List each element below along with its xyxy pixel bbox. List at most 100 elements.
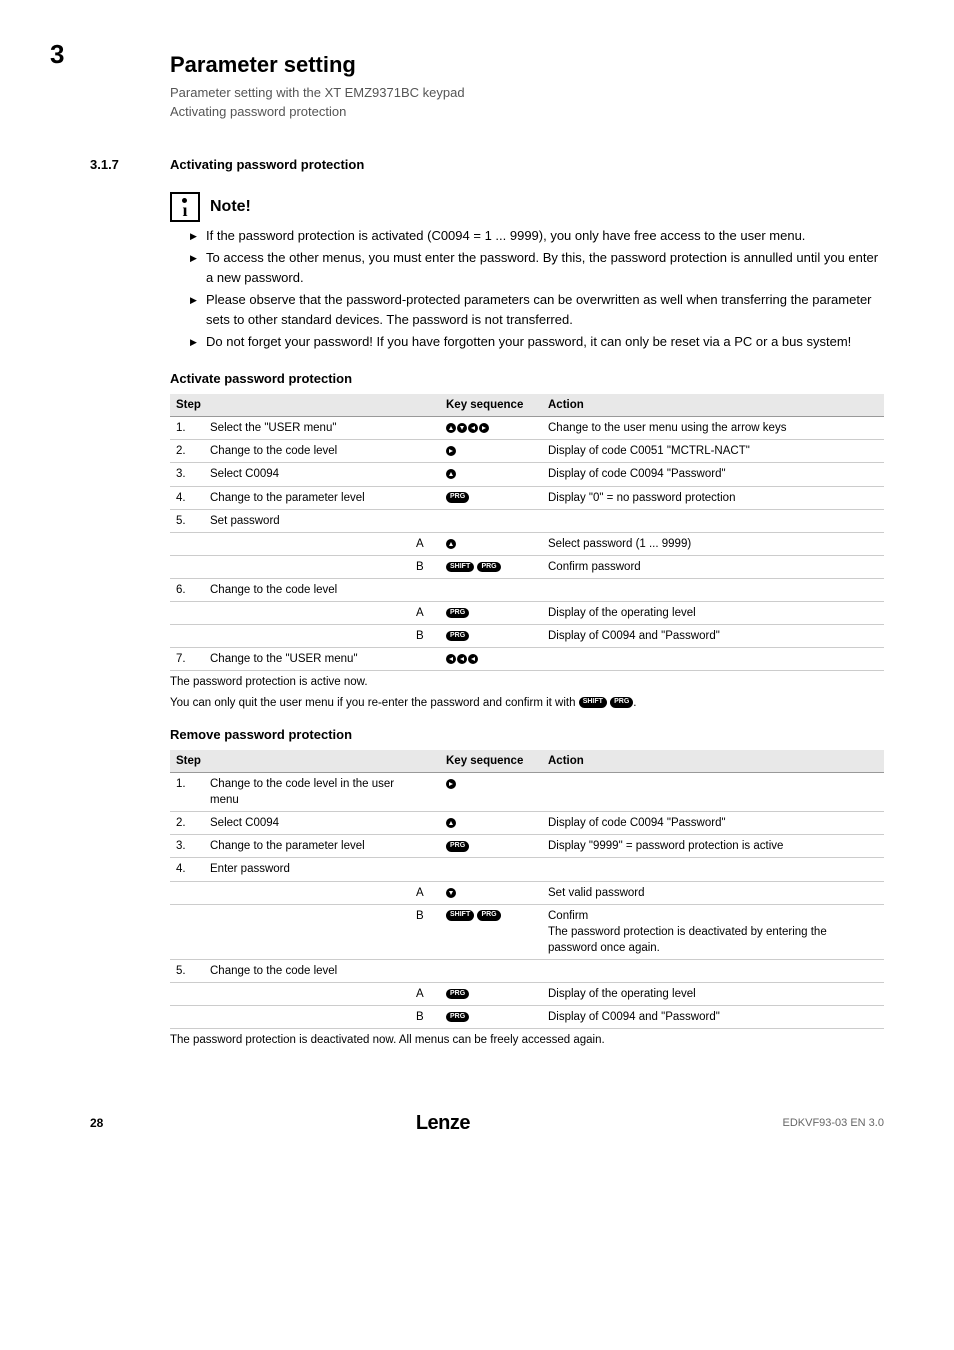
section-title: Activating password protection [170,156,364,174]
row-key: PRG [440,835,542,858]
row-step [204,532,410,555]
note-bullet: Please observe that the password-protect… [206,290,884,329]
row-sub [410,440,440,463]
row-sub: A [410,602,440,625]
row-step: Set password [204,509,410,532]
row-key [440,417,542,440]
table-row: 5.Set password [170,509,884,532]
row-key: PRG [440,602,542,625]
row-key [440,463,542,486]
row-key [440,509,542,532]
chapter-number: 3 [50,36,64,72]
row-key [440,881,542,904]
table2-heading: Remove password protection [170,726,884,744]
row-sub: B [410,555,440,578]
col-step: Step [170,394,440,417]
row-num: 5. [170,959,204,982]
row-step: Select C0094 [204,463,410,486]
header-subtitle-2: Activating password protection [170,102,884,122]
row-action [542,858,884,881]
note-bullets: If the password protection is activated … [170,226,884,352]
table-row: 6.Change to the code level [170,578,884,601]
row-num [170,983,204,1006]
table-row: ASelect password (1 ... 9999) [170,532,884,555]
col-key: Key sequence [440,750,542,773]
row-action: Display of code C0094 "Password" [542,463,884,486]
table-row: BPRGDisplay of C0094 and "Password" [170,625,884,648]
row-key: SHIFT PRG [440,555,542,578]
table-row: 4.Enter password [170,858,884,881]
activate-table: Step Key sequence Action 1.Select the "U… [170,394,884,671]
row-sub [410,578,440,601]
row-key [440,858,542,881]
page-footer: 28 Lenze EDKVF93-03 EN 3.0 [90,1109,884,1137]
row-sub: B [410,625,440,648]
row-step: Change to the code level [204,440,410,463]
row-num: 4. [170,858,204,881]
note-bullet: To access the other menus, you must ente… [206,248,884,287]
table-row: 7.Change to the "USER menu" [170,648,884,671]
table-row: BPRGDisplay of C0094 and "Password" [170,1006,884,1029]
row-action: Change to the user menu using the arrow … [542,417,884,440]
row-num: 1. [170,773,204,812]
row-num [170,555,204,578]
section-number: 3.1.7 [90,156,170,174]
row-key [440,578,542,601]
row-key: PRG [440,1006,542,1029]
col-step: Step [170,750,440,773]
remove-table: Step Key sequence Action 1.Change to the… [170,750,884,1029]
row-step: Change to the code level [204,578,410,601]
col-action: Action [542,394,884,417]
row-sub: A [410,983,440,1006]
row-step: Change to the code level [204,959,410,982]
row-sub [410,509,440,532]
row-step: Select the "USER menu" [204,417,410,440]
shift-key-icon: SHIFT [579,697,607,707]
section-heading: 3.1.7 Activating password protection [90,156,884,174]
row-sub [410,648,440,671]
brand-logo: Lenze [416,1109,470,1137]
row-num [170,532,204,555]
table-row: 2.Select C0094Display of code C0094 "Pas… [170,812,884,835]
row-sub: B [410,1006,440,1029]
table2-footnote: The password protection is deactivated n… [170,1032,884,1049]
row-key [440,773,542,812]
row-key: PRG [440,983,542,1006]
table-row: APRGDisplay of the operating level [170,983,884,1006]
row-key: PRG [440,625,542,648]
row-num [170,904,204,959]
row-key: PRG [440,486,542,509]
row-step: Change to the parameter level [204,835,410,858]
row-num [170,625,204,648]
row-num: 4. [170,486,204,509]
row-num: 1. [170,417,204,440]
row-step [204,904,410,959]
row-sub [410,417,440,440]
row-action: Display of code C0051 "MCTRL-NACT" [542,440,884,463]
col-action: Action [542,750,884,773]
row-sub [410,959,440,982]
row-step [204,625,410,648]
row-action [542,959,884,982]
table-row: ASet valid password [170,881,884,904]
document-id: EDKVF93-03 EN 3.0 [782,1116,884,1131]
row-action: Display of C0094 and "Password" [542,1006,884,1029]
page-number: 28 [90,1115,103,1132]
note-bullet: Do not forget your password! If you have… [206,332,884,352]
row-action: Display of the operating level [542,602,884,625]
table-row: 1.Select the "USER menu" Change to the us… [170,417,884,440]
row-sub [410,858,440,881]
row-step [204,602,410,625]
row-action [542,648,884,671]
row-sub [410,773,440,812]
row-action: Display of the operating level [542,983,884,1006]
row-sub [410,812,440,835]
row-action: Display "0" = no password protection [542,486,884,509]
row-sub: B [410,904,440,959]
row-key [440,532,542,555]
row-action [542,773,884,812]
table-row: 1.Change to the code level in the user m… [170,773,884,812]
row-step: Change to the "USER menu" [204,648,410,671]
table1-footnote1: The password protection is active now. [170,674,884,691]
table-row: BSHIFT PRGConfirm password [170,555,884,578]
